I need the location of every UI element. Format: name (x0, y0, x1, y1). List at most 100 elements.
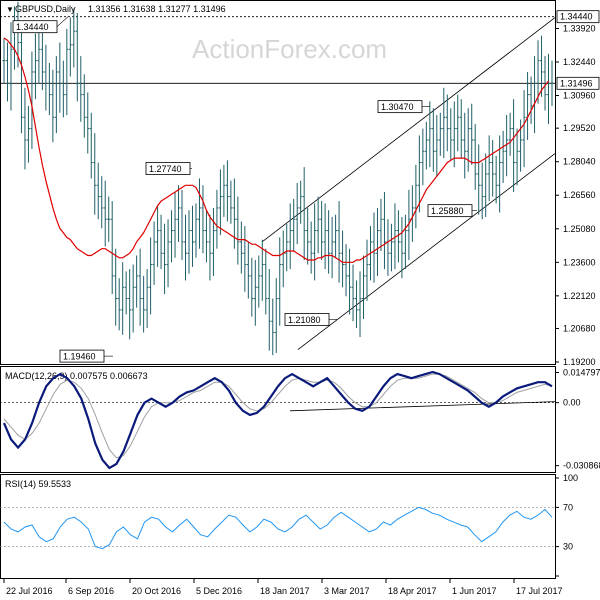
price-bar (414, 164, 418, 229)
annotation-box (284, 313, 330, 326)
macd-tick-label: 0.00 (563, 398, 581, 408)
price-bar (110, 201, 114, 295)
price-bar (365, 239, 369, 301)
price-panel-border (0, 0, 556, 365)
channel-line (261, 17, 556, 243)
price-bar (149, 237, 153, 315)
price-bar (47, 62, 51, 116)
macd-tick-label: 0.014797 (563, 367, 600, 377)
price-bar (72, 8, 76, 68)
macd-trendline (289, 401, 556, 412)
price-bar (400, 216, 404, 279)
price-bar (428, 101, 432, 168)
rsi-title: RSI(14) 59.5533 (5, 479, 71, 489)
price-bar (107, 196, 111, 242)
macd-main-line (2, 370, 553, 470)
price-bar (372, 212, 376, 283)
annotation-label: 1.30470 (381, 102, 414, 112)
rsi-tick-label: 70 (563, 502, 573, 512)
price-tick-label: 1.19200 (563, 357, 596, 367)
time-tick-label: 6 Sep 2016 (68, 586, 114, 596)
price-bar (445, 94, 449, 152)
time-tick-label: 22 Jul 2016 (6, 586, 53, 596)
annotation-leader (56, 16, 69, 27)
price-bar (424, 121, 428, 170)
price-bar (44, 44, 48, 111)
macd-signal-line (3, 373, 553, 459)
price-bar (393, 203, 397, 270)
price-bar (498, 135, 502, 213)
price-bar (515, 128, 519, 186)
price-bar (362, 255, 366, 319)
price-bar (543, 56, 547, 111)
price-bar (540, 35, 544, 97)
price-bar (299, 180, 303, 224)
price-tick-label: 1.32440 (563, 57, 596, 67)
price-bar (407, 189, 411, 261)
price-annotation: 1.19460 (59, 349, 113, 363)
collapse-arrow-icon[interactable]: ▼ (6, 5, 14, 14)
time-tick-label: 20 Oct 2016 (132, 586, 181, 596)
price-bar (466, 108, 470, 172)
price-bar (417, 135, 421, 213)
price-bar (156, 205, 160, 267)
price-bar (246, 241, 250, 299)
price-bar (260, 239, 264, 301)
rsi-axis: 100 70 30 (555, 473, 578, 577)
price-bar (501, 130, 505, 183)
price-tick-label: 1.28040 (563, 157, 596, 167)
reference-tag: 1.31496 (556, 76, 600, 90)
price-bar (487, 135, 491, 202)
macd-title: MACD(12,26,9) 0.007575 0.006673 (5, 371, 148, 381)
price-bar (180, 189, 184, 261)
price-bar (442, 87, 446, 159)
price-bar (337, 201, 341, 283)
price-bar (124, 271, 128, 315)
price-tick-label: 1.26560 (563, 190, 596, 200)
reference-tag: 1.34440 (556, 10, 600, 24)
annotation-box (59, 349, 105, 363)
price-bar (173, 192, 177, 258)
price-bar (86, 92, 90, 154)
annotation-label: 1.27740 (149, 164, 182, 174)
price-bar (218, 169, 222, 236)
reference-tag-label: 1.31496 (560, 78, 593, 88)
price-bar (410, 185, 414, 242)
time-tick-label: 17 Jul 2017 (516, 586, 563, 596)
price-bar (75, 13, 79, 102)
price-bar (271, 298, 275, 356)
price-tick-label: 1.29520 (563, 123, 596, 133)
price-bar (163, 223, 167, 295)
price-bar (396, 210, 400, 263)
price-bar (145, 269, 149, 329)
price-bar (505, 115, 509, 177)
price-bar (536, 40, 540, 104)
price-bar (480, 162, 484, 220)
price-bar (211, 207, 215, 276)
rsi-line (3, 506, 553, 550)
price-bar (435, 115, 439, 177)
price-bar (529, 76, 533, 125)
price-annotation: 1.34440 (12, 16, 69, 34)
price-bar (375, 207, 379, 276)
reference-tag-box (556, 10, 600, 24)
price-bar (65, 28, 69, 116)
price-bar (477, 144, 481, 215)
price-bar (508, 112, 512, 156)
price-bar (341, 230, 345, 288)
price-bar (61, 60, 65, 118)
time-tick-label: 1 Jun 2017 (452, 586, 497, 596)
time-tick-label: 18 Jan 2017 (260, 586, 310, 596)
price-bar (142, 275, 146, 333)
price-bar (334, 214, 338, 258)
macd-tick-label: -0.030868 (563, 461, 600, 471)
price-bar (355, 280, 359, 329)
price-bar (114, 248, 118, 326)
price-bar (82, 74, 86, 138)
price-bar (292, 198, 296, 251)
price-bar (138, 248, 142, 326)
price-bar (348, 248, 352, 315)
price-bar (306, 207, 310, 265)
rsi-tick-label: 100 (563, 473, 578, 483)
price-bar (316, 196, 320, 254)
